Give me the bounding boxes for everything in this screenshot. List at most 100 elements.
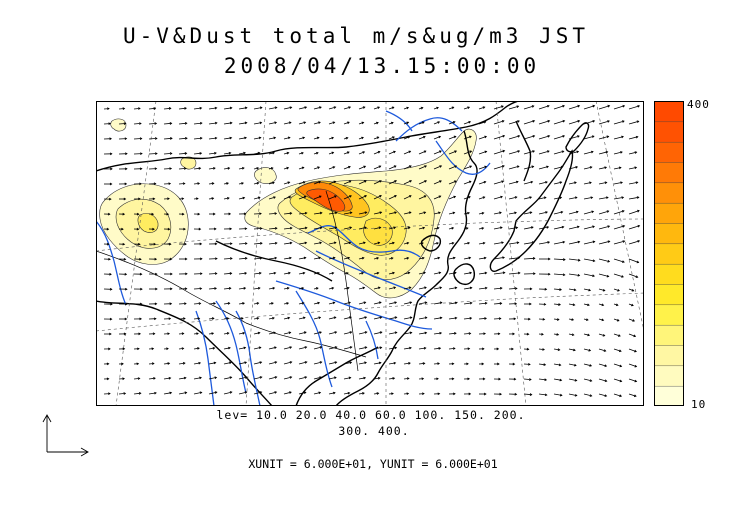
wind-arrow xyxy=(313,121,321,125)
wind-arrow-head xyxy=(561,225,565,229)
wind-arrow-head xyxy=(109,287,113,291)
wind-arrow-head xyxy=(499,211,502,215)
wind-arrow-head xyxy=(167,197,170,201)
wind-arrow-head xyxy=(591,210,595,214)
wind-arrow-head xyxy=(287,316,291,320)
wind-arrow-head xyxy=(592,240,596,244)
wind-arrow-head xyxy=(139,302,143,306)
wind-arrow-head xyxy=(437,392,441,396)
wind-arrow xyxy=(373,180,382,185)
wind-arrow-head xyxy=(547,257,551,261)
wind-arrow xyxy=(553,258,566,261)
wind-arrow-head xyxy=(154,167,158,171)
wind-arrow xyxy=(553,226,564,230)
wind-arrow-head xyxy=(618,334,621,337)
wind-arrow-head xyxy=(502,149,506,153)
wind-arrow xyxy=(313,317,321,320)
wind-arrow-head xyxy=(379,316,383,319)
wind-arrow-head xyxy=(256,167,260,170)
wind-arrow xyxy=(373,272,379,275)
wind-arrow xyxy=(298,137,305,140)
wind-arrow xyxy=(388,377,395,380)
wind-arrow-head xyxy=(244,106,248,110)
wind-arrow xyxy=(553,378,562,381)
wind-arrow-head xyxy=(453,271,457,275)
wind-arrow xyxy=(298,242,307,245)
wind-arrow-head xyxy=(562,240,566,244)
wind-arrow xyxy=(343,212,352,215)
wind-arrow-head xyxy=(256,302,260,305)
wind-arrow xyxy=(163,153,172,155)
wind-arrow-head xyxy=(437,362,440,366)
wind-arrow-head xyxy=(376,136,380,140)
wind-arrow xyxy=(553,120,565,125)
wind-arrow xyxy=(373,211,382,215)
wind-arrow-head xyxy=(622,225,626,228)
wind-arrow-head xyxy=(289,376,293,379)
wind-arrow-head xyxy=(244,257,248,260)
wind-arrow-head xyxy=(140,287,143,291)
wind-arrow xyxy=(268,361,277,365)
wind-arrow xyxy=(598,363,607,367)
wind-arrow xyxy=(493,180,504,185)
wind-arrow xyxy=(208,137,217,140)
wind-arrow xyxy=(598,225,610,230)
wind-arrow xyxy=(538,166,549,170)
wind-arrow-head xyxy=(633,394,637,398)
wind-arrow-head xyxy=(452,256,456,260)
wind-arrow xyxy=(403,347,412,350)
wind-arrow-head xyxy=(379,195,382,198)
wind-arrow xyxy=(523,241,535,245)
wind-arrow-head xyxy=(517,120,520,123)
wind-arrow-head xyxy=(169,287,173,291)
wind-arrow-head xyxy=(362,151,366,154)
wind-arrow-head xyxy=(409,346,412,350)
wind-arrow-head xyxy=(451,226,455,230)
wind-arrow-head xyxy=(502,165,505,168)
wind-arrow xyxy=(328,227,337,230)
wind-arrow xyxy=(163,377,171,380)
wind-arrow xyxy=(613,167,621,170)
wind-arrow xyxy=(388,242,395,245)
wind-arrow-head xyxy=(393,165,397,168)
wind-arrow-head xyxy=(516,105,520,108)
wind-arrow xyxy=(598,240,610,245)
wind-arrow-head xyxy=(592,104,596,108)
wind-arrow-head xyxy=(154,302,158,306)
wind-arrow-head xyxy=(513,377,517,381)
wind-arrow-head xyxy=(184,242,187,246)
wind-arrow xyxy=(238,287,246,290)
wind-arrow xyxy=(493,212,502,215)
wind-arrow-head xyxy=(484,317,487,320)
wind-arrow-head xyxy=(483,392,487,396)
wind-arrow-head xyxy=(547,241,551,244)
wind-arrow-head xyxy=(274,106,278,110)
wind-arrow-head xyxy=(634,349,637,353)
wind-arrow-head xyxy=(288,331,292,335)
wind-arrow-head xyxy=(392,271,395,275)
wind-arrow xyxy=(328,287,334,290)
wind-arrow-head xyxy=(481,362,485,366)
wind-arrow xyxy=(493,318,501,320)
wind-arrow-head xyxy=(496,347,500,351)
wind-arrow-head xyxy=(154,391,157,395)
wind-arrow-head xyxy=(166,212,170,216)
wind-arrow xyxy=(268,317,275,320)
wind-arrow-head xyxy=(274,226,278,230)
wind-arrow-head xyxy=(529,196,533,199)
wind-arrow xyxy=(628,273,638,278)
wind-arrow-head xyxy=(274,361,278,364)
wind-arrow xyxy=(568,135,580,140)
wind-arrow-head xyxy=(333,106,337,109)
wind-arrow-head xyxy=(467,347,471,351)
wind-arrow xyxy=(148,107,156,110)
wind-arrow xyxy=(208,347,215,350)
wind-arrow-head xyxy=(334,211,338,215)
wind-arrow xyxy=(223,137,232,140)
wind-arrow-head xyxy=(620,181,623,185)
wind-arrow-head xyxy=(560,210,564,214)
wind-arrow-head xyxy=(259,391,263,394)
wind-arrow-head xyxy=(199,376,202,380)
wind-arrow-head xyxy=(227,166,231,170)
wind-arrow xyxy=(508,227,518,230)
